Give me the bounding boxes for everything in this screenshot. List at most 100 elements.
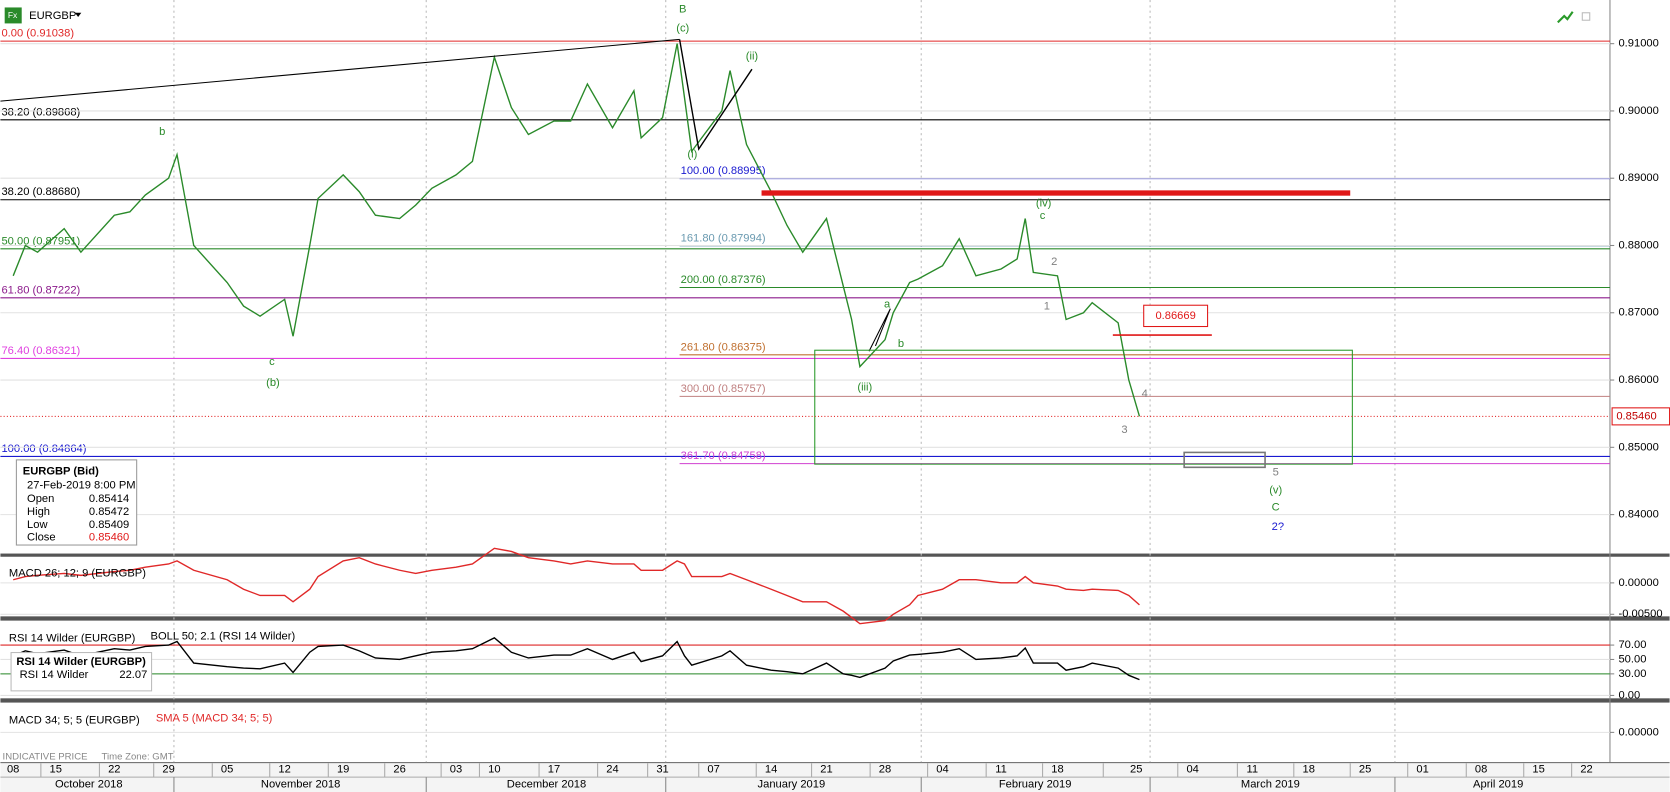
x-tick-label: 12	[278, 764, 290, 776]
wave-line	[678, 39, 753, 151]
x-tick-label: 08	[1475, 764, 1487, 776]
wave-label: (iii)	[857, 381, 872, 393]
panel-separator	[0, 698, 1670, 703]
x-tick-label: 26	[393, 764, 405, 776]
wave-label: (v)	[1269, 485, 1282, 497]
month-label: October 2018	[55, 779, 123, 791]
y-tick-label: 0.00000	[1618, 726, 1658, 738]
y-tick-label: 0.86000	[1618, 374, 1658, 386]
fib-label: 76.40 (0.86321)	[1, 345, 80, 357]
x-tick-label: 24	[606, 764, 618, 776]
x-tick-label: 15	[1532, 764, 1544, 776]
panel-title: RSI 14 Wilder (EURGBP)	[9, 633, 136, 645]
month-label: November 2018	[261, 779, 340, 791]
x-tick-label: 04	[936, 764, 948, 776]
y-tick-label: 0.00000	[1618, 577, 1658, 589]
y-tick-label: -0.00500	[1618, 608, 1662, 620]
x-tick-label: 29	[162, 764, 174, 776]
fib-label: 50.00 (0.87951)	[1, 235, 80, 247]
panel-separator	[0, 553, 1670, 557]
info-date: 27-Feb-2019 8:00 PM	[27, 479, 136, 491]
rsi-box-value: 22.07	[119, 669, 147, 681]
info-field: Low	[27, 519, 48, 531]
wave-label: 4	[1142, 388, 1148, 400]
y-tick-label: 0.90000	[1618, 105, 1658, 117]
restore-icon[interactable]	[1581, 12, 1591, 21]
wave-label: 2	[1051, 256, 1057, 268]
info-value: 0.85409	[89, 519, 129, 531]
current-price-label: 0.85460	[1616, 410, 1656, 422]
info-box	[15, 459, 138, 546]
info-value: 0.85472	[89, 506, 129, 518]
panel-title: MACD 26; 12; 9 (EURGBP)	[9, 568, 146, 580]
wave-label: c	[1040, 210, 1046, 222]
fib-label: 100.00 (0.88995)	[681, 165, 766, 177]
panel-subtitle: BOLL 50; 2.1 (RSI 14 Wilder)	[151, 631, 296, 643]
x-tick-label: 28	[879, 764, 891, 776]
target-box	[1143, 304, 1209, 328]
resistance-band	[761, 190, 1351, 196]
wave-label: (i)	[687, 148, 697, 160]
info-field: Close	[27, 532, 56, 544]
fx-icon	[4, 7, 22, 24]
wave-label: 5	[1273, 467, 1279, 479]
x-tick-label: 07	[707, 764, 719, 776]
x-tick-label: 25	[1130, 764, 1142, 776]
fib-label: 0.00 (0.91038)	[1, 28, 74, 40]
fib-label: 100.00 (0.84864)	[1, 443, 86, 455]
series-line	[12, 637, 1140, 681]
dropdown[interactable]	[74, 12, 82, 18]
rsi-box-title: RSI 14 Wilder (EURGBP)	[16, 656, 146, 668]
wave-label: c	[269, 356, 275, 368]
y-tick-label: 0.85000	[1618, 441, 1658, 453]
x-tick-label: 18	[1051, 764, 1063, 776]
panel-separator	[0, 616, 1670, 621]
x-tick-label: 21	[820, 764, 832, 776]
x-tick-label: 31	[656, 764, 668, 776]
x-tick-label: 03	[450, 764, 462, 776]
panel-separator	[0, 762, 1670, 764]
x-tick-label: 22	[1580, 764, 1592, 776]
y-tick-label: 0.91000	[1618, 38, 1658, 50]
y-tick-label: 70.00	[1618, 639, 1646, 651]
x-tick-label: 05	[221, 764, 233, 776]
rsi-box	[10, 652, 153, 692]
x-tick-label: 10	[488, 764, 500, 776]
x-tick-label: 01	[1416, 764, 1428, 776]
panel-title: MACD 34; 5; 5 (EURGBP)	[9, 715, 140, 727]
target-zone-small	[1183, 451, 1266, 469]
fib-label: 361.70 (0.84758)	[681, 450, 766, 462]
fib-label: 61.80 (0.87222)	[1, 284, 80, 296]
info-field: High	[27, 506, 50, 518]
y-tick-label: 0.88000	[1618, 239, 1658, 251]
series-line	[13, 547, 1140, 625]
wave-label: (c)	[676, 23, 689, 35]
x-tick-label: 19	[337, 764, 349, 776]
month-label: March 2019	[1241, 779, 1300, 791]
toolbar-icon[interactable]	[1557, 11, 1574, 24]
series-line	[12, 43, 1141, 417]
symbol[interactable]: EURGBP	[29, 10, 76, 22]
month-label: January 2019	[758, 779, 826, 791]
target-zone	[814, 349, 1353, 465]
fib-label: 200.00 (0.87376)	[681, 274, 766, 286]
fib-label: 161.80 (0.87994)	[681, 232, 766, 244]
month-label: February 2019	[999, 779, 1072, 791]
x-tick-label: 08	[7, 764, 19, 776]
wave-label: b	[159, 126, 165, 138]
fx-icon-text: Fx	[8, 10, 18, 20]
info-value: 0.85460	[89, 532, 129, 544]
x-tick-label: 25	[1359, 764, 1371, 776]
wave-label: 3	[1121, 424, 1127, 436]
wave-line	[868, 308, 891, 352]
info-field: Open	[27, 493, 54, 505]
wave-label: (iv)	[1036, 197, 1052, 209]
wave-label: (ii)	[746, 50, 759, 62]
x-tick-label: 14	[765, 764, 777, 776]
wave-label: a	[884, 298, 891, 310]
y-tick-label: 50.00	[1618, 653, 1646, 665]
x-tick-label: 18	[1302, 764, 1314, 776]
